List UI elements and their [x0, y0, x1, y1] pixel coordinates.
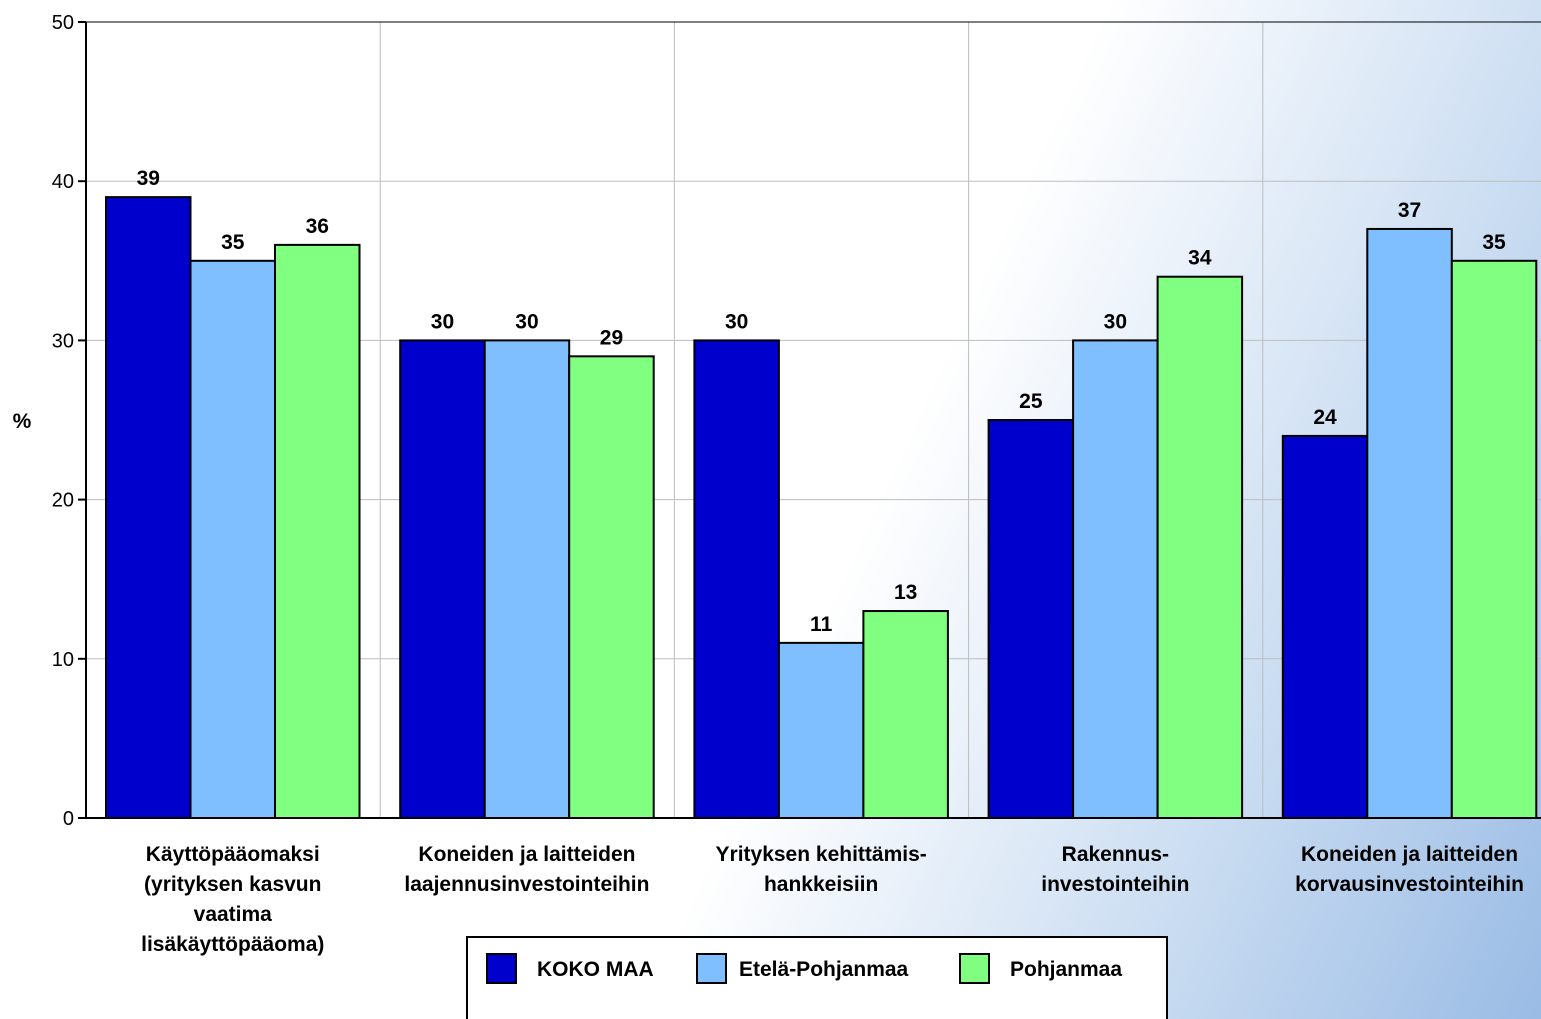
data-label: 11 — [810, 613, 833, 636]
bar-1-2 — [777, 641, 865, 819]
y-tick-label: 10 — [52, 649, 74, 671]
bar-0-0 — [105, 196, 192, 819]
legend-swatch — [696, 953, 727, 984]
y-tick-label: 30 — [52, 330, 74, 352]
bar-0-2 — [693, 339, 780, 819]
category-label: lisäkäyttöpääoma) — [141, 933, 324, 956]
bar-1-0 — [189, 259, 276, 819]
data-label: 37 — [1398, 199, 1421, 222]
category-label: Käyttöpääomaksi — [146, 843, 320, 866]
data-labels: 39 35 36 30 30 29 30 11 13 25 30 34 24 37 35 — [137, 167, 1506, 636]
bar-1-1 — [483, 339, 571, 819]
y-tick-label: 20 — [52, 490, 74, 512]
data-label: 13 — [894, 581, 917, 604]
bar-1-4 — [1366, 227, 1453, 819]
y-axis-label: % — [13, 410, 32, 433]
legend-swatch — [959, 953, 990, 984]
category-label: hankkeisiin — [764, 873, 878, 896]
legend: KOKO MAA Etelä-Pohjanmaa Pohjanmaa — [466, 936, 1168, 1019]
bar-2-4 — [1450, 259, 1538, 819]
bar-2-0 — [274, 243, 361, 819]
category-label: Koneiden ja laitteiden — [418, 843, 635, 866]
data-label: 35 — [221, 231, 245, 254]
category-label: (yrityksen kasvun — [144, 873, 321, 896]
bar-2-1 — [568, 355, 655, 819]
bar-1-3 — [1072, 339, 1159, 819]
category-label: Rakennus- — [1062, 843, 1169, 866]
data-label: 24 — [1313, 406, 1337, 429]
category-label: korvausinvestointeihin — [1295, 873, 1524, 896]
category-label: Yrityksen kehittämis- — [716, 843, 927, 866]
y-tick-label: 0 — [63, 808, 74, 830]
data-label: 34 — [1188, 247, 1212, 270]
data-label: 30 — [431, 310, 454, 333]
bars — [105, 196, 1538, 820]
category-label: laajennusinvestointeihin — [404, 873, 649, 896]
legend-swatch — [486, 953, 517, 984]
data-label: 39 — [137, 167, 160, 190]
legend-label: Pohjanmaa — [1010, 958, 1122, 981]
legend-label: KOKO MAA — [537, 958, 654, 981]
category-label: Koneiden ja laitteiden — [1301, 843, 1518, 866]
data-label: 35 — [1482, 231, 1506, 254]
bar-0-3 — [987, 419, 1075, 819]
data-label: 30 — [515, 310, 538, 333]
y-tick-label: 50 — [52, 12, 74, 34]
legend-label: Etelä-Pohjanmaa — [739, 958, 909, 981]
data-label: 25 — [1019, 390, 1043, 413]
category-label: vaatima — [194, 903, 273, 926]
data-label: 30 — [725, 310, 748, 333]
y-tick-label: 40 — [52, 171, 74, 193]
bar-2-2 — [862, 610, 949, 819]
category-labels: Käyttöpääomaksi (yrityksen kasvun vaatima l… — [141, 843, 1524, 956]
data-label: 30 — [1104, 310, 1127, 333]
bar-0-1 — [399, 339, 486, 819]
bar-2-3 — [1156, 275, 1244, 820]
legend-box — [466, 936, 1168, 1019]
bar-0-4 — [1281, 434, 1369, 819]
category-label: investointeihin — [1041, 873, 1189, 896]
data-label: 36 — [306, 215, 329, 238]
data-label: 29 — [600, 326, 623, 349]
